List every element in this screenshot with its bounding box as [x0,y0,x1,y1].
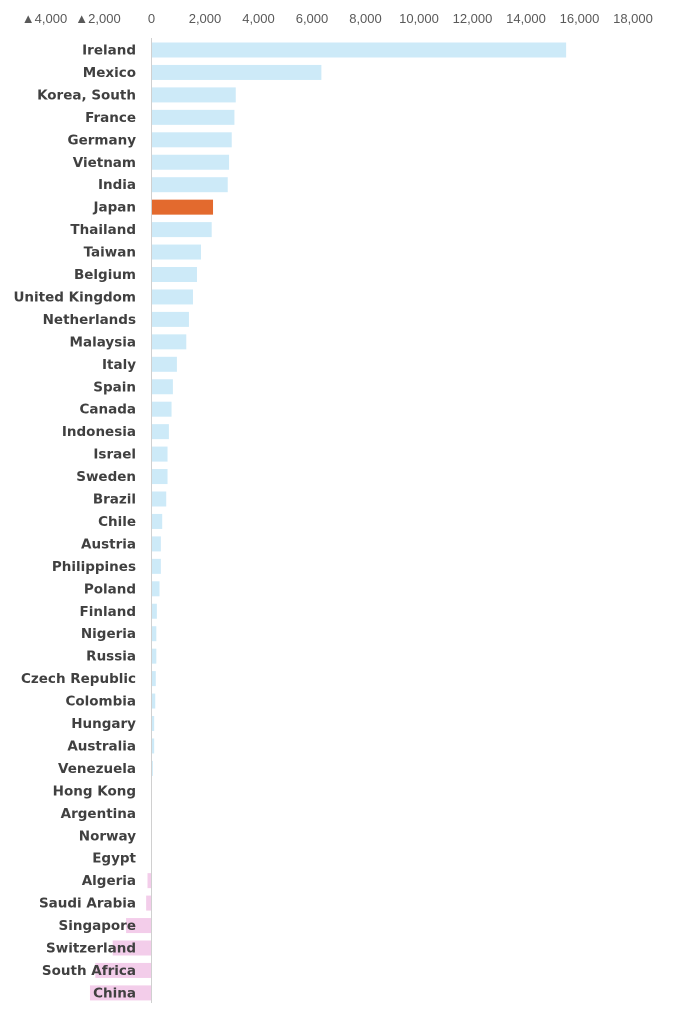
bar-saudi-arabia [146,895,152,911]
category-label-japan: Japan [92,200,136,216]
bar-korea-south [151,87,236,103]
bar-italy [151,356,177,372]
category-label-austria: Austria [81,536,136,552]
category-label-korea-south: Korea, South [37,87,136,103]
bar-poland [151,581,160,597]
bar-united-kingdom [151,289,193,305]
category-label-netherlands: Netherlands [43,312,136,328]
bar-canada [151,401,172,417]
bar-japan [151,199,214,215]
category-label-vietnam: Vietnam [73,155,136,171]
category-label-chile: Chile [98,514,136,530]
category-label-thailand: Thailand [70,222,136,238]
bar-taiwan [151,244,201,260]
bar-indonesia [151,424,169,440]
category-label-egypt: Egypt [92,851,136,867]
bar-sweden [151,469,168,485]
category-label-philippines: Philippines [52,559,136,575]
bar-switzerland [112,940,152,956]
x-tick-label: 8,000 [349,11,382,26]
category-label-china: China [93,985,136,1001]
x-tick-label: 16,000 [560,11,600,26]
bar-finland [151,603,157,619]
bar-singapore [126,918,152,934]
bar-netherlands [151,311,189,327]
x-tick-label: 2,000 [189,11,222,26]
category-label-algeria: Algeria [82,873,136,889]
bar-thailand [151,222,212,238]
bar-venezuela [151,760,153,776]
bar-austria [151,536,161,552]
bar-nigeria [151,626,157,642]
bar-china [89,985,152,1001]
category-label-spain: Spain [93,379,136,395]
x-tick-label: 0 [148,11,155,26]
category-label-south-africa: South Africa [42,963,136,979]
category-label-germany: Germany [68,132,137,148]
bar-india [151,177,228,193]
category-label-russia: Russia [86,649,136,665]
category-label-brazil: Brazil [93,492,136,508]
bar-czech-republic [151,671,156,687]
category-label-indonesia: Indonesia [62,424,136,440]
category-label-sweden: Sweden [76,469,136,485]
category-label-czech-republic: Czech Republic [21,671,136,687]
x-tick-label: 6,000 [296,11,329,26]
bar-chile [151,513,163,529]
bar-brazil [151,491,167,507]
category-label-norway: Norway [79,828,136,844]
x-axis-tick-labels: ▲4,000 ▲2,000 0 2,000 4,000 6,000 8,000 10,000 1… [22,11,653,26]
category-label-malaysia: Malaysia [70,334,136,350]
category-label-nigeria: Nigeria [81,626,136,642]
category-label-italy: Italy [102,357,136,373]
bars [89,42,567,1001]
category-label-hong-kong: Hong Kong [53,783,136,799]
bar-hungary [151,716,155,731]
bar-mexico [151,64,322,80]
bar-france [151,109,235,125]
category-label-argentina: Argentina [61,806,136,822]
bar-vietnam [151,154,230,170]
category-labels: Ireland Mexico Korea, South France Germany Vi… [13,43,136,1002]
bar-israel [151,446,168,462]
bar-south-africa [95,962,152,978]
x-tick-label: ▲2,000 [75,11,120,26]
bar-spain [151,379,173,395]
category-label-taiwan: Taiwan [84,245,136,261]
x-tick-label: 12,000 [453,11,493,26]
category-label-france: France [85,110,136,126]
category-label-israel: Israel [93,447,136,463]
category-label-switzerland: Switzerland [46,941,136,957]
category-label-finland: Finland [80,604,136,620]
bar-algeria [147,873,152,889]
bar-russia [151,648,157,664]
x-tick-label: 18,000 [613,11,653,26]
x-tick-label: 14,000 [506,11,546,26]
category-label-hungary: Hungary [71,716,136,732]
bar-ireland [151,42,567,58]
bar-philippines [151,558,161,574]
category-label-singapore: Singapore [59,918,137,934]
category-label-united-kingdom: United Kingdom [13,289,136,305]
x-tick-label: 10,000 [399,11,439,26]
category-label-canada: Canada [79,402,136,418]
category-label-australia: Australia [67,738,136,754]
bar-colombia [151,693,156,709]
category-label-ireland: Ireland [82,43,136,59]
x-tick-label: ▲4,000 [22,11,67,26]
x-tick-label: 4,000 [242,11,275,26]
bar-malaysia [151,334,187,350]
category-label-colombia: Colombia [65,694,136,710]
bar-germany [151,132,232,148]
category-label-venezuela: Venezuela [58,761,136,777]
category-label-belgium: Belgium [74,267,136,283]
category-label-india: India [98,177,136,193]
category-label-poland: Poland [84,581,136,597]
category-label-mexico: Mexico [83,65,136,81]
bar-australia [151,738,155,754]
category-label-saudi-arabia: Saudi Arabia [39,896,136,912]
bar-belgium [151,267,197,282]
